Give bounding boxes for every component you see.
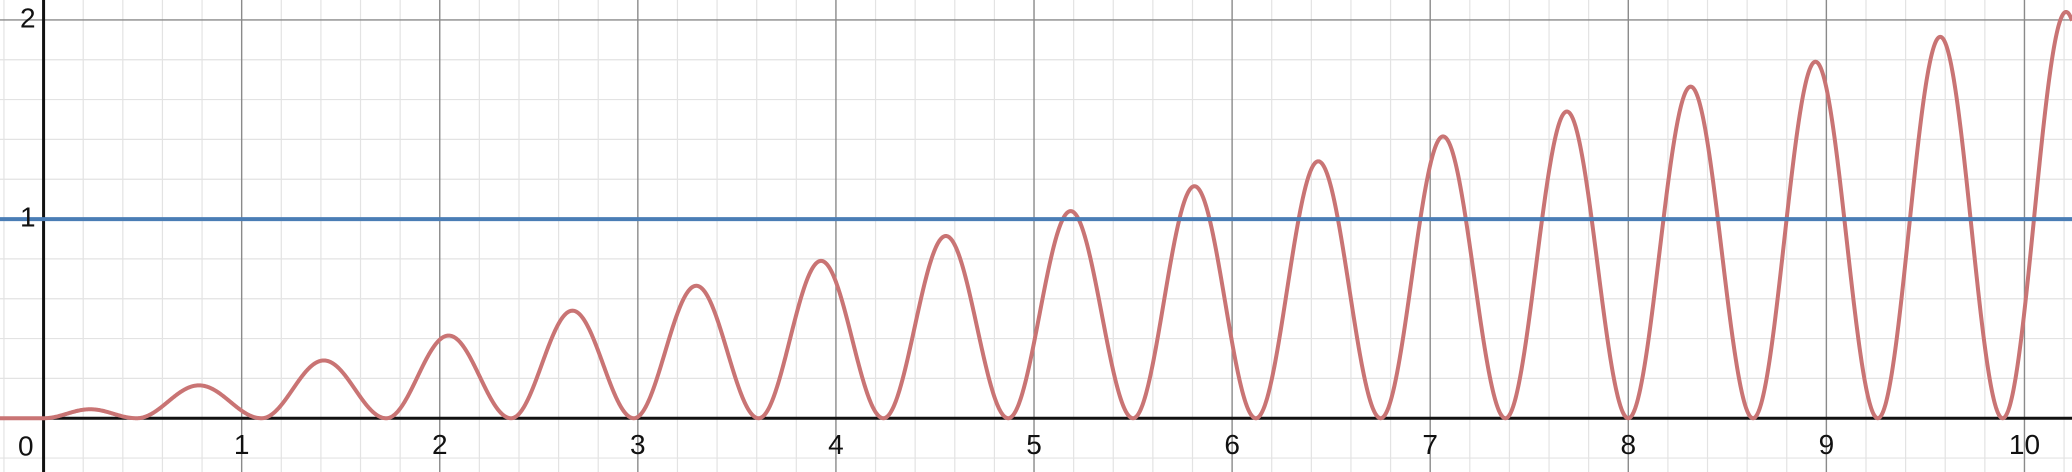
x-tick-label: 1 xyxy=(234,429,250,460)
x-tick-label: 10 xyxy=(2009,429,2040,460)
x-tick-label: 6 xyxy=(1224,429,1240,460)
x-tick-label: 4 xyxy=(828,429,844,460)
x-tick-label: 7 xyxy=(1422,429,1438,460)
y-tick-label: 2 xyxy=(20,2,36,33)
oscillating-series-line xyxy=(0,9,2072,421)
x-tick-label: 9 xyxy=(1819,429,1835,460)
tick-labels: 1 2 3 4 5 6 7 8 9 10 1 2 0 xyxy=(18,2,2040,461)
x-tick-label: 5 xyxy=(1026,429,1042,460)
origin-label: 0 xyxy=(18,431,34,462)
x-tick-label: 8 xyxy=(1620,429,1636,460)
y-tick-label: 1 xyxy=(20,201,36,232)
series-layer xyxy=(0,9,2072,421)
x-tick-label: 2 xyxy=(432,429,448,460)
x-tick-label: 3 xyxy=(630,429,646,460)
